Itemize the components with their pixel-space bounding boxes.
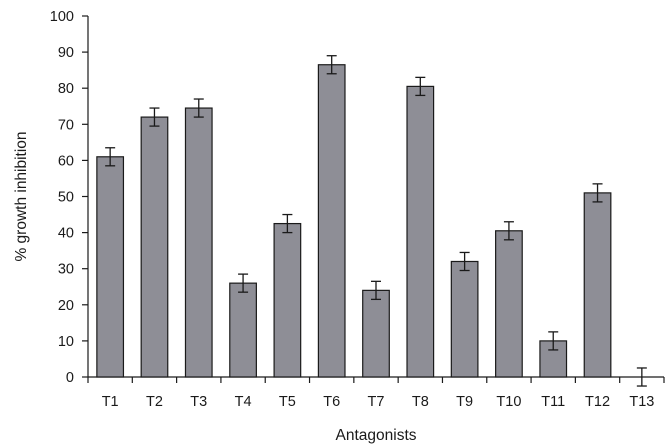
error-bar-T11 bbox=[548, 331, 559, 351]
error-bar-T2 bbox=[149, 107, 160, 127]
error-bar-T7 bbox=[371, 280, 381, 301]
x-axis: T1 T2 T3 T4 T5 T6 T7 T8 T9 T10 T11 T12 T13 bbox=[87, 376, 665, 410]
x-tick-label: T7 bbox=[368, 394, 385, 410]
bar-T10 bbox=[495, 230, 523, 378]
y-tick-label: 60 bbox=[58, 153, 74, 169]
x-tick-label: T12 bbox=[585, 394, 610, 410]
x-tick-label: T10 bbox=[496, 394, 521, 410]
bar-T6 bbox=[317, 64, 346, 378]
y-ticks: 0 10 20 30 40 50 60 70 80 90 100 bbox=[50, 9, 88, 386]
error-bar-T5 bbox=[282, 213, 293, 234]
x-tick-label: T3 bbox=[190, 394, 207, 410]
y-tick-label: 100 bbox=[50, 9, 74, 25]
x-ticks: T1 T2 T3 T4 T5 T6 T7 T8 T9 T10 T11 T12 T13 bbox=[87, 377, 665, 410]
error-bar-T8 bbox=[415, 76, 426, 97]
error-bar-T12 bbox=[592, 183, 603, 203]
bars bbox=[96, 64, 612, 378]
error-bars bbox=[105, 55, 647, 387]
y-tick-label: 40 bbox=[58, 226, 74, 242]
x-tick-label: T6 bbox=[323, 394, 340, 410]
y-tick-label: 0 bbox=[66, 370, 74, 386]
bar-T8 bbox=[406, 85, 435, 378]
x-tick-label: T8 bbox=[412, 394, 429, 410]
error-bar-T13 bbox=[636, 367, 647, 387]
x-tick-label: T2 bbox=[146, 394, 163, 410]
x-tick-label: T4 bbox=[235, 394, 252, 410]
x-axis-title: Antagonists bbox=[336, 427, 417, 444]
error-bar-T3 bbox=[193, 98, 204, 118]
y-tick-label: 70 bbox=[58, 117, 74, 133]
bar-T7 bbox=[362, 289, 390, 378]
y-axis: 0 10 20 30 40 50 60 70 80 90 100 bbox=[50, 9, 89, 386]
y-tick-label: 20 bbox=[58, 298, 74, 314]
bar-T2 bbox=[140, 116, 169, 378]
bar-T5 bbox=[273, 222, 302, 378]
y-tick-label: 30 bbox=[58, 262, 74, 278]
error-bar-T9 bbox=[459, 251, 470, 272]
x-tick-label: T5 bbox=[279, 394, 296, 410]
y-tick-label: 80 bbox=[58, 81, 74, 97]
y-axis-title: % growth inhibition bbox=[13, 131, 30, 261]
x-tick-label: T1 bbox=[102, 394, 119, 410]
error-bar-T10 bbox=[503, 221, 514, 241]
bar-T1 bbox=[96, 156, 125, 378]
x-tick-label: T9 bbox=[456, 394, 473, 410]
bar-T12 bbox=[583, 192, 612, 378]
y-tick-label: 10 bbox=[58, 334, 74, 350]
bar-T9 bbox=[450, 260, 479, 378]
y-tick-label: 90 bbox=[58, 45, 74, 61]
y-tick-label: 50 bbox=[58, 190, 74, 206]
bar-T4 bbox=[229, 282, 257, 378]
error-bar-T4 bbox=[238, 273, 249, 293]
bar-T3 bbox=[184, 107, 213, 378]
error-bar-T1 bbox=[105, 147, 116, 167]
error-bar-T6 bbox=[326, 55, 337, 75]
x-tick-label: T11 bbox=[541, 394, 565, 410]
x-tick-label: T13 bbox=[629, 394, 654, 410]
